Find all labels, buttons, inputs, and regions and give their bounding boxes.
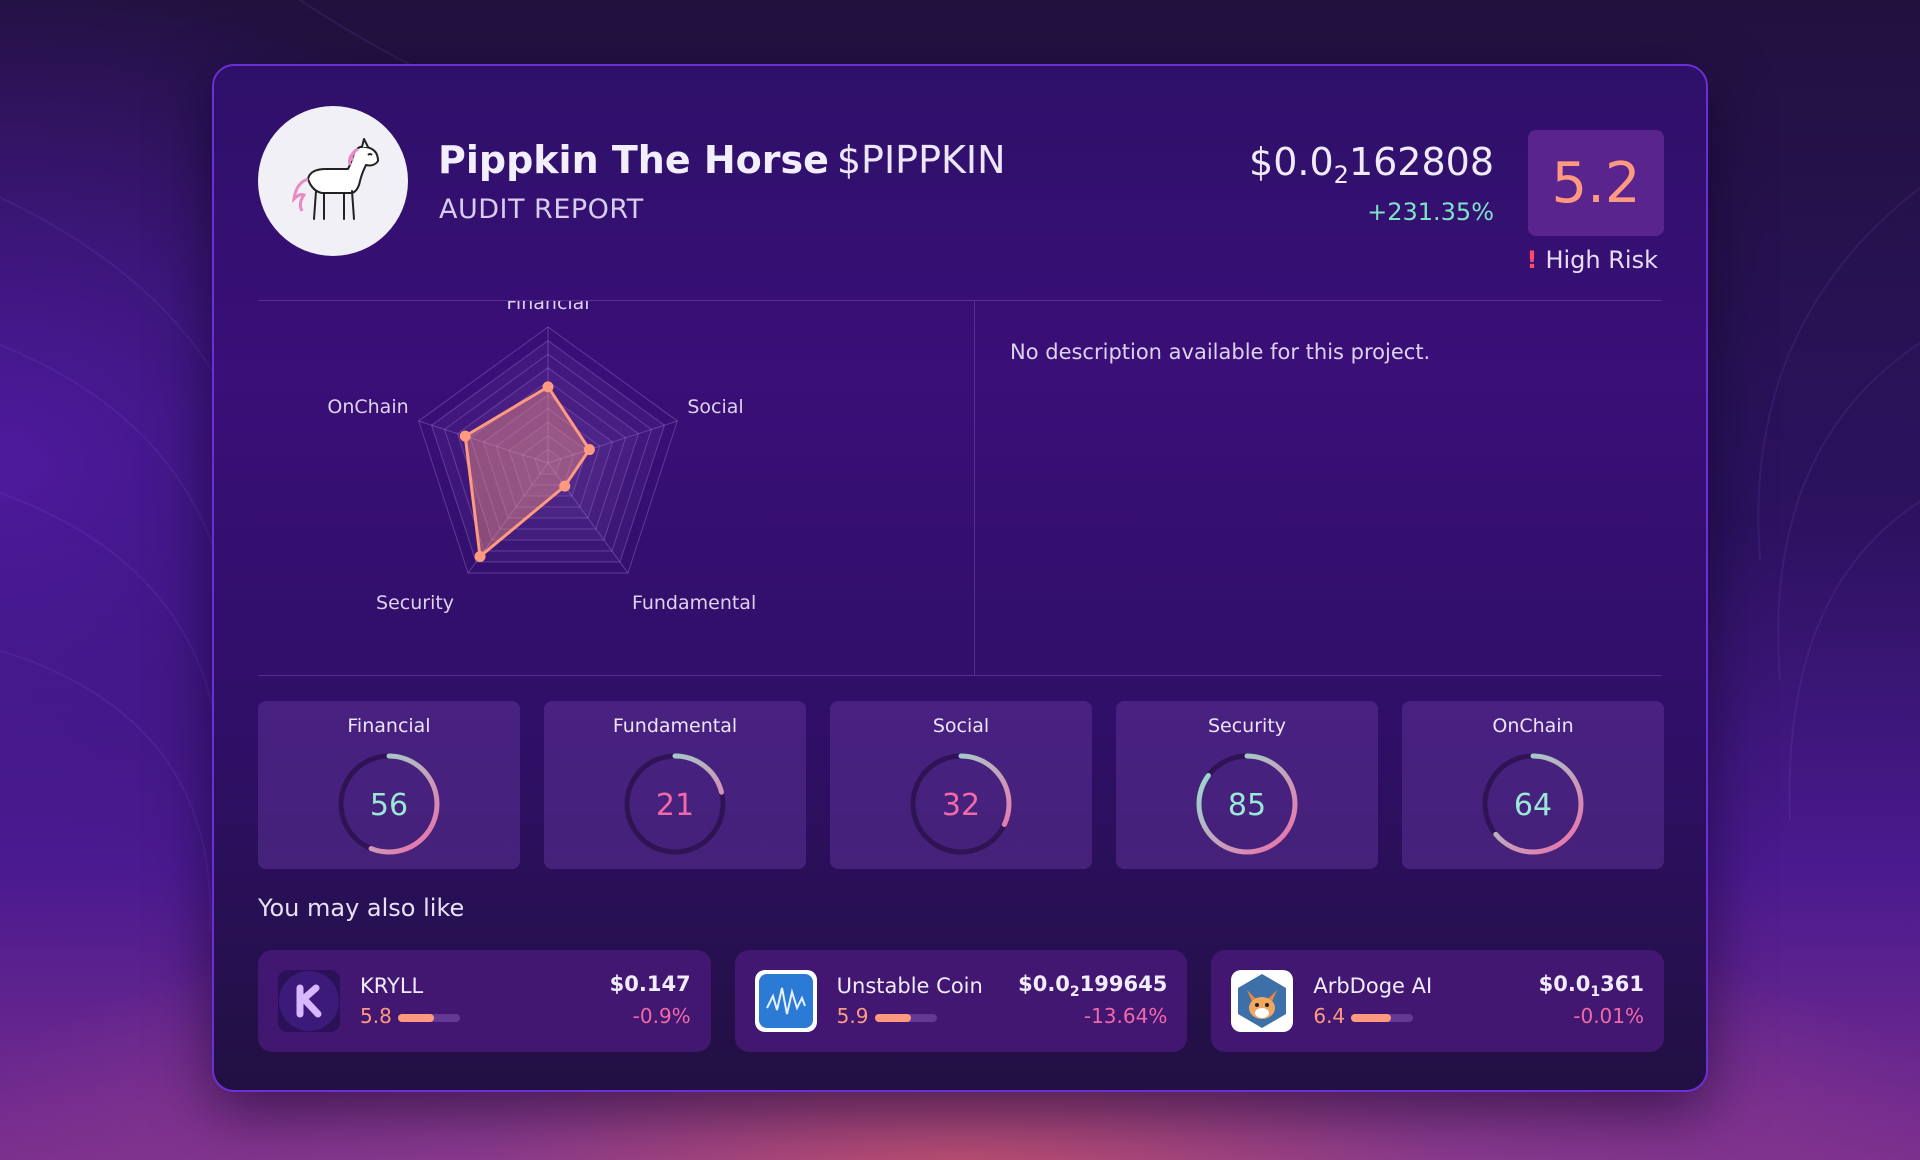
radar-value-area <box>463 384 592 560</box>
gauge-value: 85 <box>1228 788 1266 823</box>
gauge-value: 21 <box>656 788 694 823</box>
recommendation-score-bar <box>874 1014 937 1022</box>
recommendation-name: Unstable Coin <box>836 974 983 998</box>
divider-vertical <box>974 301 975 675</box>
project-title: Pippkin The Horse $PIPPKIN <box>438 138 1006 182</box>
radar-grid <box>418 326 678 574</box>
radar-axis-label: Social <box>687 396 743 418</box>
project-description: No description available for this projec… <box>1010 340 1431 364</box>
recommendation-price: $0.01361 <box>1538 972 1645 1000</box>
recommendation-score: 5.9 <box>836 1004 869 1028</box>
radar-axis-label: OnChain <box>327 396 408 418</box>
recommendation-name: ArbDoge AI <box>1313 974 1433 998</box>
score-card-security: Security 85 <box>1116 701 1378 869</box>
score-bar-fill <box>874 1014 912 1022</box>
recommendation-change: -13.64% <box>1083 1004 1168 1028</box>
recommendation-change: -0.9% <box>632 1004 691 1028</box>
score-gauge: 21 <box>624 753 726 855</box>
radar-point-financial <box>542 381 554 393</box>
gauge-fill <box>910 753 1012 855</box>
horse-icon <box>291 138 379 220</box>
recommendation-card[interactable]: Unstable Coin 5.9 $0.02199645 -13.64% <box>734 950 1188 1052</box>
recommendation-price: $0.02199645 <box>1018 972 1168 1000</box>
score-gauge: 64 <box>1482 753 1584 855</box>
gauge-fill <box>1482 753 1584 855</box>
also-like-heading: You may also like <box>258 894 465 922</box>
unstable-coin-logo-icon <box>754 970 817 1032</box>
warning-icon: ! <box>1526 246 1538 274</box>
score-gauge: 85 <box>1196 753 1298 855</box>
divider <box>258 300 1662 301</box>
recommendation-name: KRYLL <box>360 974 424 998</box>
gauge-value: 32 <box>942 788 980 823</box>
category-scores: Financial 56 Fundamental 21 Social 32 Security… <box>258 701 1664 869</box>
radar-point-security <box>474 551 486 563</box>
recommendation-card[interactable]: KRYLL 5.8 $0.147 -0.9% <box>258 950 711 1052</box>
project-logo <box>258 106 408 256</box>
score-card-label: Fundamental <box>612 715 738 737</box>
gauge-fill <box>338 753 440 855</box>
overall-score: 5.2 <box>1551 150 1641 216</box>
audit-report-card: Pippkin The Horse $PIPPKIN AUDIT REPORT $… <box>212 64 1708 1092</box>
recommendations: KRYLL 5.8 $0.147 -0.9% Unstable Coin 5.9 $0.02… <box>258 950 1665 1052</box>
recommendation-card[interactable]: ArbDoge AI 6.4 $0.01361 -0.01% <box>1211 950 1665 1052</box>
recommendation-score: 5.8 <box>360 1004 392 1028</box>
score-card-label: Social <box>932 715 990 737</box>
recommendation-change: -0.01% <box>1573 1004 1645 1028</box>
recommendation-score-bar <box>398 1014 460 1022</box>
score-gauge: 32 <box>910 753 1012 855</box>
radar-axis-label: Financial <box>506 301 589 314</box>
gauge-fill <box>624 753 726 855</box>
gauge-fill <box>1196 753 1298 855</box>
radar-point-fundamental <box>559 480 571 492</box>
radar-axis-label: Security <box>376 592 454 614</box>
recommendation-score-bar <box>1351 1014 1414 1022</box>
report-subtitle: AUDIT REPORT <box>439 194 644 225</box>
arbdoge-logo-icon <box>1231 970 1294 1032</box>
radar-chart: Financial Social Fundamental Security OnChai… <box>327 301 756 614</box>
score-card-social: Social 32 <box>830 701 1092 869</box>
overall-score-badge: 5.2 <box>1528 130 1664 236</box>
score-card-label: OnChain <box>1492 715 1574 737</box>
divider <box>258 675 1662 676</box>
score-gauge: 56 <box>338 753 440 855</box>
score-bar-fill <box>1351 1014 1392 1022</box>
radar-axis-label: Fundamental <box>632 592 756 614</box>
gauge-value: 56 <box>370 788 408 823</box>
score-card-onchain: OnChain 64 <box>1402 701 1664 869</box>
radar-point-social <box>583 444 595 456</box>
score-card-label: Financial <box>347 715 431 737</box>
price-change: +231.35% <box>1367 198 1494 226</box>
score-bar-fill <box>398 1014 434 1022</box>
project-ticker: $PIPPKIN <box>836 138 1006 182</box>
recommendation-score: 6.4 <box>1313 1004 1346 1028</box>
score-card-label: Security <box>1207 715 1287 737</box>
project-name: Pippkin The Horse <box>438 138 829 182</box>
score-card-financial: Financial 56 <box>258 701 520 869</box>
project-price: $0.02162808 <box>1249 140 1494 189</box>
risk-label: ! High Risk <box>1526 246 1659 274</box>
score-card-fundamental: Fundamental 21 <box>544 701 806 869</box>
recommendation-price: $0.147 <box>609 972 691 996</box>
radar-point-onchain <box>459 430 471 442</box>
kryll-logo-icon <box>278 970 340 1032</box>
gauge-value: 64 <box>1514 788 1552 823</box>
